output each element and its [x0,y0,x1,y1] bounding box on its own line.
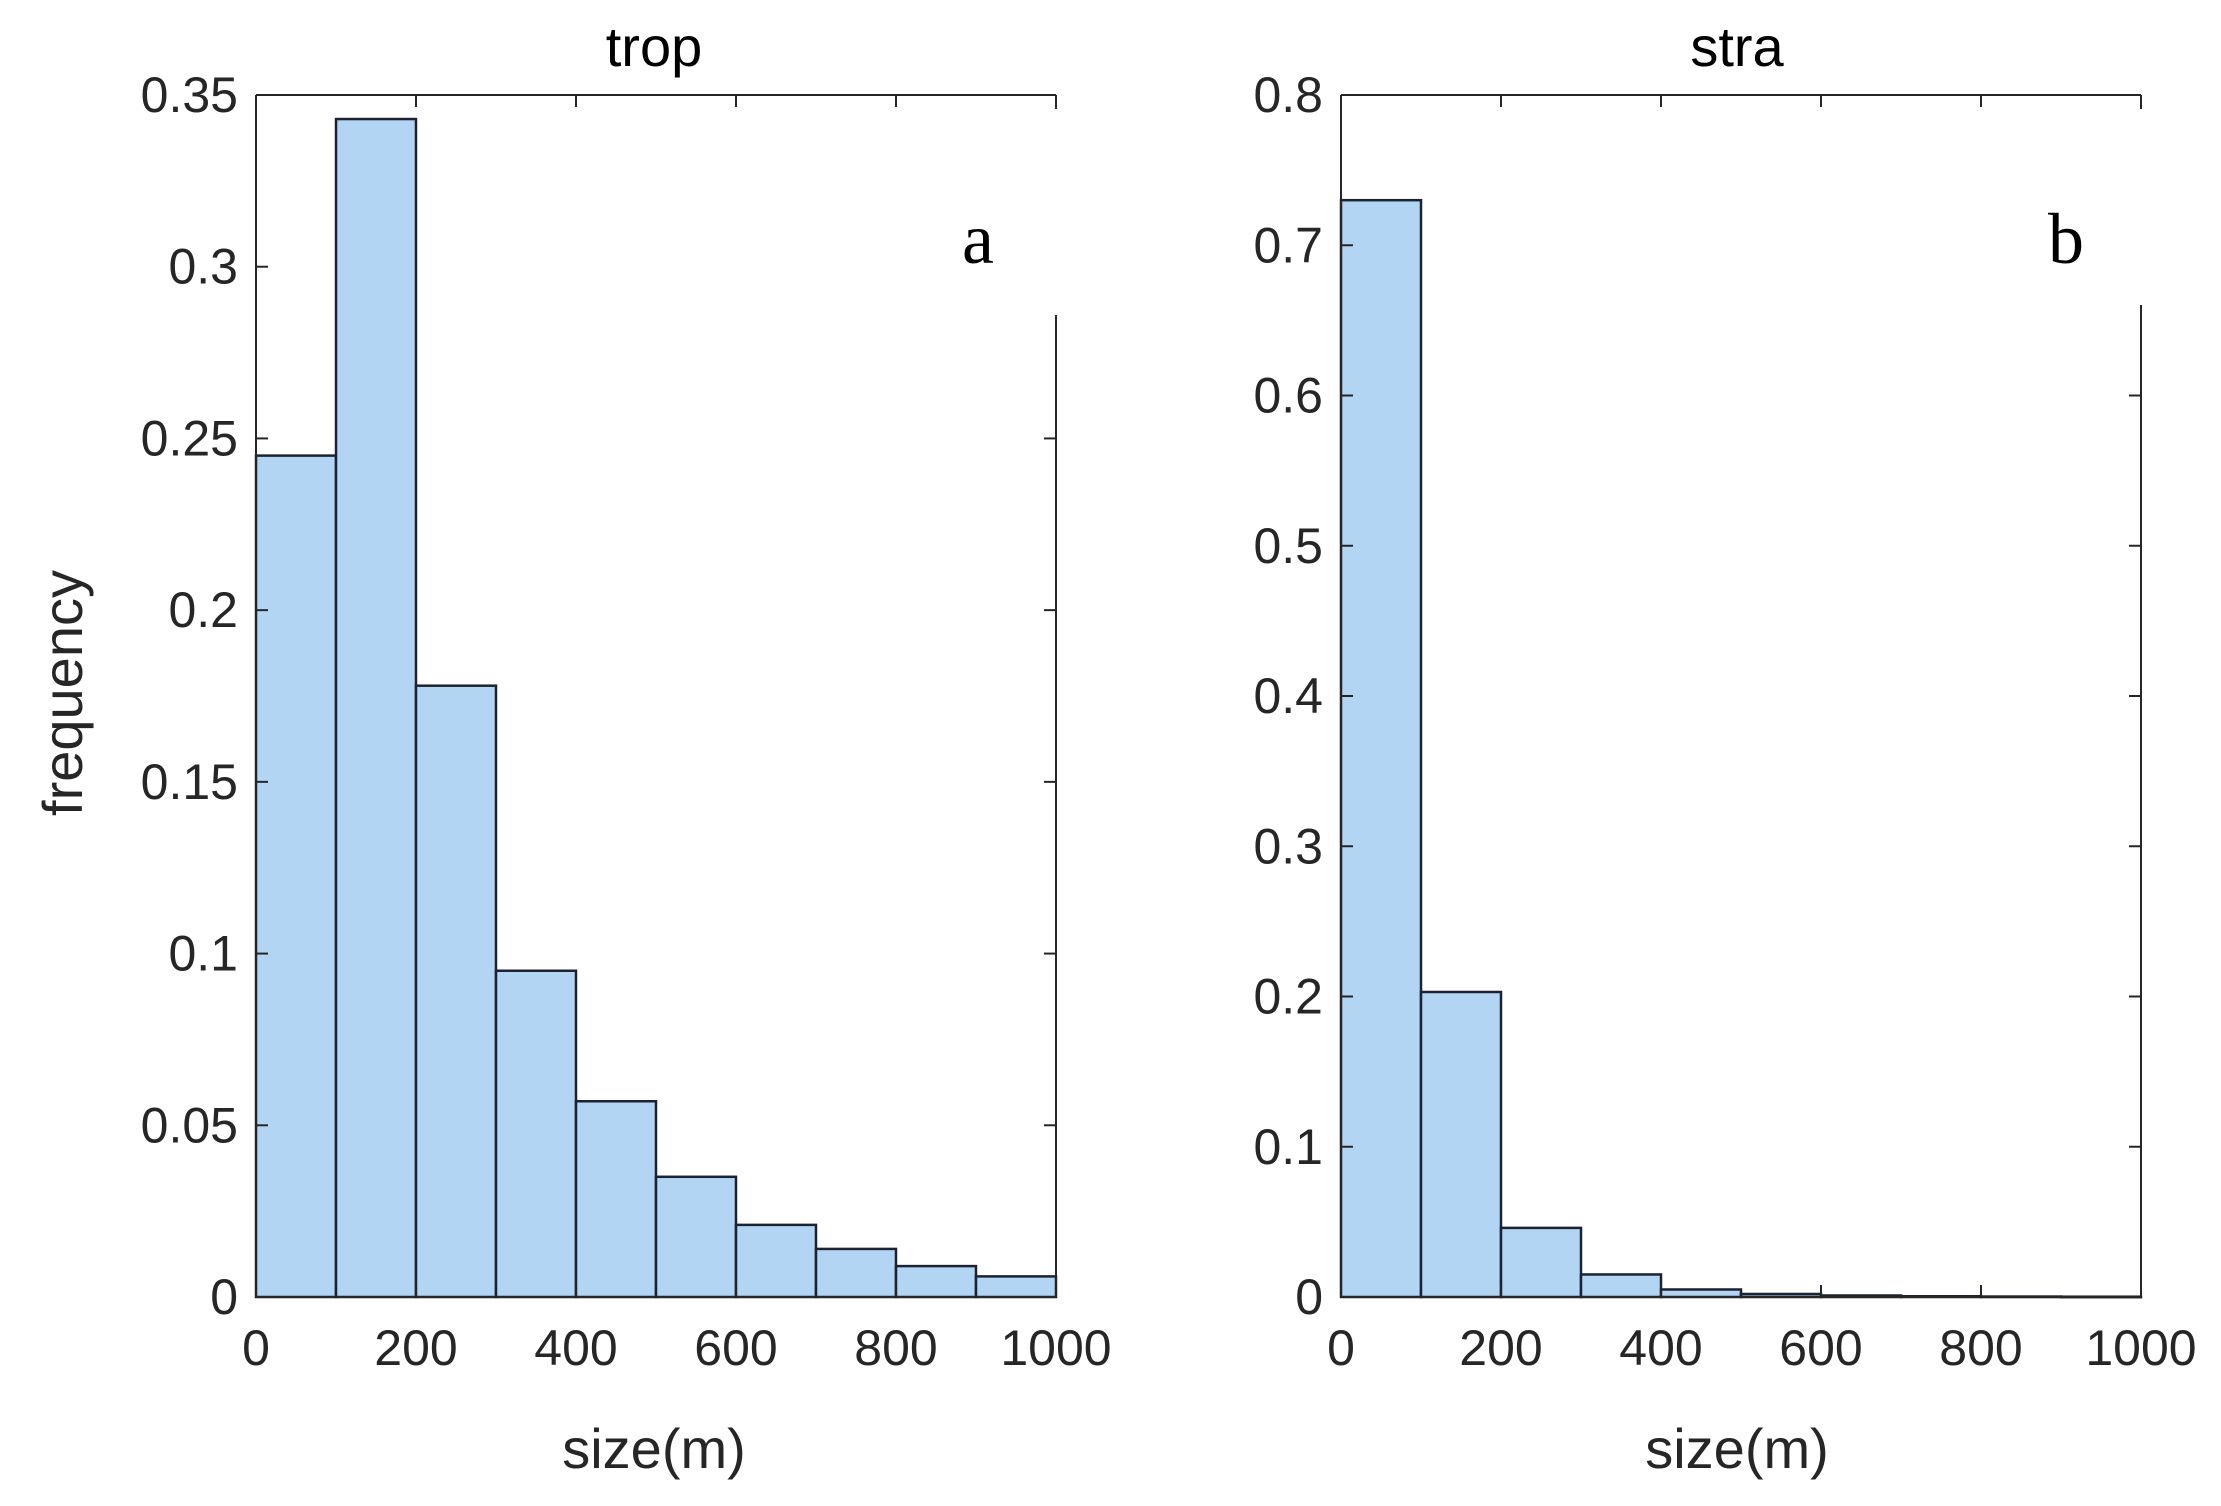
x-tick-label: 0 [242,1320,270,1376]
y-tick-label: 0.6 [1253,368,1323,424]
panel-letter: a [962,199,994,279]
y-tick-label: 0.1 [168,926,238,982]
y-tick-label: 0.1 [1253,1119,1323,1175]
histogram-bar [1419,990,1503,1299]
y-axis-label: frequency [31,570,94,816]
y-tick-label: 0.3 [1253,818,1323,874]
x-tick-label: 600 [694,1320,777,1376]
histogram-bar [1339,198,1423,1299]
bar-group [254,117,1058,1299]
histogram-bar [574,1099,658,1299]
histogram-bar [814,1247,898,1299]
histogram-panel-trop: trop frequency size(m) a 0 200 400 600 800 10… [31,15,1112,1480]
y-tick-label: 0.3 [168,239,238,295]
histogram-bar [1579,1273,1663,1299]
histogram-panel-stra: stra size(m) b 0 200 400 600 800 100000.10.20… [1253,15,2196,1480]
panel-title: stra [1690,15,1784,78]
tick-group: 0 200 400 600 800 1000 0 0.1 0.2 0.3 0.4 0.5 0.6 0.7 0… [1253,67,2196,1376]
histogram-bar [1499,1226,1583,1299]
x-tick-label: 800 [854,1320,937,1376]
histogram-bar [974,1275,1058,1299]
y-tick-label: 0.4 [1253,668,1323,724]
histogram-bar [1659,1288,1743,1299]
y-tick-label: 0 [1295,1269,1323,1325]
y-tick-label: 0.8 [1253,67,1323,123]
tick-group: 0 200 400 600 800 1000 0 0.05 0.1 0.15 0.2 0.25 0.3 0… [141,67,1112,1376]
histogram-bar [734,1223,818,1299]
histogram-bar [254,454,338,1299]
axes-frame [255,94,1057,1298]
panel-title: trop [606,15,703,78]
y-tick-label: 0.2 [1253,969,1323,1025]
histogram-bar [414,684,498,1299]
axes-frame [1340,94,2142,1298]
x-tick-label: 0 [1327,1320,1355,1376]
x-tick-label: 800 [1939,1320,2022,1376]
y-tick-label: 0.2 [168,582,238,638]
x-axis-label: size(m) [562,1417,746,1480]
y-tick-label: 0.5 [1253,518,1323,574]
y-tick-label: 0.15 [141,754,238,810]
histogram-bar [894,1264,978,1299]
panel-letter: b [2048,199,2084,279]
x-tick-label: 200 [1459,1320,1542,1376]
x-tick-label: 1000 [1000,1320,1111,1376]
histogram-bar [334,117,418,1299]
y-tick-label: 0.25 [141,410,238,466]
y-tick-label: 0 [210,1269,238,1325]
histogram-bar [654,1175,738,1299]
x-tick-label: 400 [1619,1320,1702,1376]
x-tick-label: 1000 [2085,1320,2196,1376]
x-tick-label: 400 [534,1320,617,1376]
y-tick-label: 0.35 [141,67,238,123]
x-tick-label: 200 [374,1320,457,1376]
y-tick-label: 0.7 [1253,217,1323,273]
y-tick-label: 0.05 [141,1097,238,1153]
x-tick-label: 600 [1779,1320,1862,1376]
histogram-bar [494,969,578,1299]
x-axis-label: size(m) [1645,1417,1829,1480]
